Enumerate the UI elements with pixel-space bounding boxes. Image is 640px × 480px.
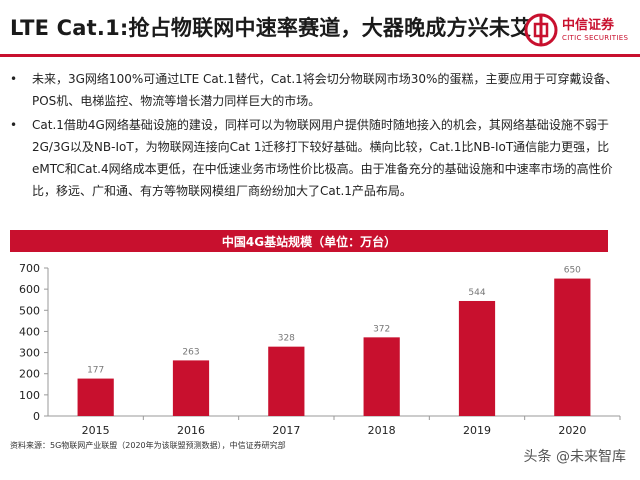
source-note: 资料来源：5G物联网产业联盟（2020年为该联盟预测数据），中信证券研究部 — [10, 441, 286, 450]
bullet-item: • Cat.1借助4G网络基础设施的建设，同样可以为物联网用户提供随时随地接入的… — [10, 114, 628, 202]
data-label: 544 — [468, 288, 485, 298]
brand-logo: 中信证券 CITIC SECURITIES — [524, 10, 632, 50]
x-tick-label: 2015 — [82, 424, 110, 437]
logo-chinese-name: 中信证券 — [562, 17, 615, 33]
bar-chart: 0 100 200 300 400 500 600 700 177 2015 263 2016 328 2… — [19, 262, 621, 437]
bullet-list: • 未来，3G网络100%可通过LTE Cat.1替代，Cat.1将会切分物联网… — [10, 68, 628, 204]
page-title: LTE Cat.1:抢占物联网中速率赛道，大器晚成方兴未艾 — [10, 16, 532, 40]
logo-english-name: CITIC SECURITIES — [562, 33, 629, 42]
watermark: 头条 @未来智库 — [523, 449, 626, 465]
bar — [172, 360, 210, 416]
citic-logo-icon — [524, 13, 558, 47]
data-label: 650 — [564, 266, 581, 276]
y-tick-label: 500 — [19, 304, 40, 317]
y-tick-label: 100 — [19, 389, 40, 402]
data-label: 372 — [373, 324, 390, 334]
x-tick-label: 2020 — [558, 424, 586, 437]
y-tick-label: 600 — [19, 283, 40, 296]
bullet-item: • 未来，3G网络100%可通过LTE Cat.1替代，Cat.1将会切分物联网… — [10, 68, 628, 112]
y-tick-label: 200 — [19, 368, 40, 381]
bullet-marker: • — [10, 118, 18, 132]
data-label: 328 — [278, 334, 295, 344]
bar — [77, 378, 114, 416]
y-tick-label: 700 — [19, 262, 40, 275]
chart-title: 中国4G基站规模（单位：万台） — [10, 230, 608, 252]
data-label: 177 — [87, 366, 104, 376]
y-tick-label: 400 — [19, 325, 40, 338]
header-divider — [0, 54, 640, 57]
bullet-text: Cat.1借助4G网络基础设施的建设，同样可以为物联网用户提供随时随地接入的机会… — [32, 118, 613, 198]
x-tick-label: 2016 — [177, 424, 205, 437]
bullet-marker: • — [10, 72, 18, 86]
x-tick-label: 2019 — [463, 424, 491, 437]
bar — [554, 278, 591, 416]
y-tick-label: 0 — [33, 410, 40, 423]
data-label: 263 — [182, 347, 199, 357]
bullet-text: 未来，3G网络100%可通过LTE Cat.1替代，Cat.1将会切分物联网市场… — [32, 72, 618, 108]
bar — [458, 300, 496, 416]
x-tick-label: 2017 — [272, 424, 300, 437]
bar — [268, 346, 305, 416]
x-tick-label: 2018 — [368, 424, 396, 437]
y-tick-label: 300 — [19, 347, 40, 360]
bar — [363, 337, 400, 416]
